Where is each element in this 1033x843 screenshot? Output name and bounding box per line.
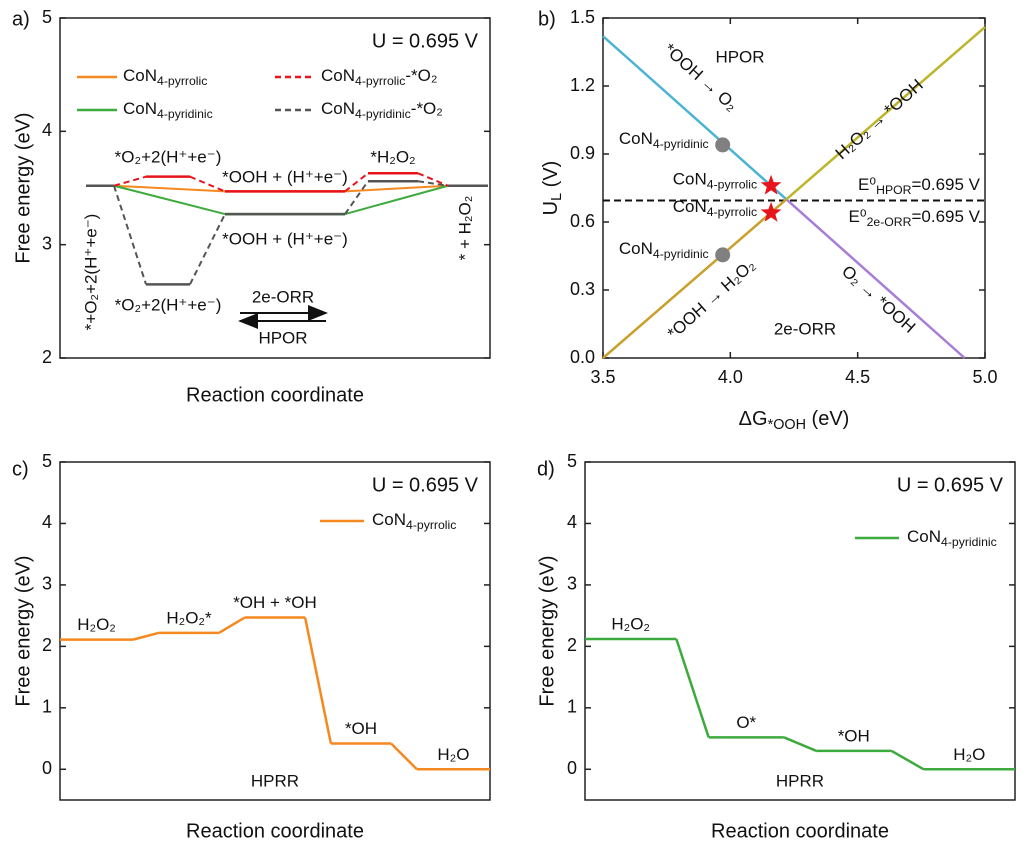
state-label: * + H₂O₂ xyxy=(455,196,474,261)
x-axis-label: Reaction coordinate xyxy=(711,820,889,842)
y-tick-label: 5 xyxy=(42,7,52,27)
y-tick-label: 3 xyxy=(42,574,52,594)
annotation: HPOR xyxy=(715,47,764,66)
y-tick-label: 4 xyxy=(42,512,52,532)
figure: a) Reaction coordinate Free energy (eV) 2 3 4… xyxy=(0,0,1033,843)
line-label: *OOH → H₂O₂ xyxy=(664,255,759,343)
connector xyxy=(891,751,923,769)
level-label: H₂O₂ xyxy=(77,615,116,634)
connector xyxy=(676,639,708,737)
connector xyxy=(114,186,146,285)
annotation: 2e-ORR xyxy=(774,319,836,338)
connector xyxy=(784,737,816,751)
connector xyxy=(219,617,245,632)
level-label: H₂O₂* xyxy=(166,608,212,627)
y-axis-label: Free energy (eV) xyxy=(12,555,34,706)
y-tick-label: 3 xyxy=(567,574,577,594)
y-axis-label: Free energy (eV) xyxy=(536,555,558,706)
level-label: *OH + *OH xyxy=(233,593,317,612)
level-label: H₂O xyxy=(437,745,469,764)
y-tick-label: 0.0 xyxy=(570,347,595,367)
legend-label: CoN4-pyrrolic xyxy=(372,510,456,532)
state-label: *O₂+2(H⁺+e⁻) xyxy=(115,147,222,166)
connector xyxy=(391,743,417,769)
potential-label: U = 0.695 V xyxy=(372,30,479,52)
connector xyxy=(345,173,368,191)
y-tick-label: 2 xyxy=(42,347,52,367)
y-axis-label: UL (V) xyxy=(540,161,565,216)
level-label: *OH xyxy=(345,719,377,738)
y-tick-label: 0 xyxy=(42,758,52,778)
reaction-note: HPRR xyxy=(251,771,299,790)
y-tick-label: 5 xyxy=(42,451,52,471)
y-tick-label: 1 xyxy=(42,697,52,717)
x-tick-label: 4.5 xyxy=(845,367,870,387)
connector xyxy=(133,633,159,640)
y-tick-label: 0.3 xyxy=(570,279,595,299)
y-tick-label: 0.9 xyxy=(570,143,595,163)
y-tick-label: 5 xyxy=(567,451,577,471)
x-tick-label: 3.5 xyxy=(590,367,615,387)
point xyxy=(715,137,730,152)
state-label: *H₂O₂ xyxy=(370,147,415,166)
panel-label: a) xyxy=(12,8,30,30)
page: {"chart_data": [ {"type": "energy-steps"… xyxy=(0,0,1033,843)
legend-label: CoN4-pyridinic-*O₂ xyxy=(321,99,443,121)
legend-label: CoN4-pyrrolic-*O₂ xyxy=(321,66,437,88)
line-series xyxy=(603,199,786,358)
legend-label: CoN4-pyridinic xyxy=(123,99,213,121)
y-tick-label: 1 xyxy=(567,697,577,717)
connector xyxy=(418,181,448,186)
y-tick-label: 0 xyxy=(567,758,577,778)
y-axis-label: Free energy (eV) xyxy=(12,112,34,263)
x-axis-label: ΔG*OOH (eV) xyxy=(739,408,850,433)
x-tick-label: 5.0 xyxy=(972,367,997,387)
potential-label: U = 0.695 V xyxy=(897,474,1004,496)
y-tick-label: 2 xyxy=(567,635,577,655)
legend-label: CoN4-pyridinic xyxy=(907,527,997,549)
panel-label: d) xyxy=(537,458,555,480)
y-tick-label: 0.6 xyxy=(570,211,595,231)
annotation: E⁰HPOR=0.695 V xyxy=(858,175,981,197)
level-label: O* xyxy=(736,713,756,732)
connector xyxy=(114,177,146,186)
point-label: CoN4-pyridinic xyxy=(619,129,709,151)
level-label: H₂O₂ xyxy=(611,614,650,633)
annotation: E⁰2e-ORR=0.695 V xyxy=(848,207,980,229)
point-label: CoN4-pyridinic xyxy=(619,239,709,261)
x-tick-label: 4.0 xyxy=(718,367,743,387)
state-label: *OOH + (H⁺+e⁻) xyxy=(222,167,348,186)
potential-label: U = 0.695 V xyxy=(372,474,479,496)
x-axis-label: Reaction coordinate xyxy=(186,820,364,842)
panel-label: c) xyxy=(12,458,29,480)
point xyxy=(715,247,730,262)
panel-label: b) xyxy=(538,8,556,30)
state-label: *OOH + (H⁺+e⁻) xyxy=(222,229,348,248)
state-label: *+O₂+2(H⁺+e⁻) xyxy=(81,214,100,331)
legend-label: CoN4-pyrrolic xyxy=(123,66,207,88)
state-label: *O₂+2(H⁺+e⁻) xyxy=(115,295,222,314)
level-label: *OH xyxy=(838,726,870,745)
level-label: H₂O xyxy=(953,745,985,764)
y-tick-label: 2 xyxy=(42,635,52,655)
y-tick-label: 3 xyxy=(42,233,52,253)
y-tick-label: 4 xyxy=(42,120,52,140)
point-label: CoN4-pyrrolic xyxy=(673,170,757,192)
y-tick-label: 1.2 xyxy=(570,75,595,95)
plot-frame xyxy=(60,462,490,800)
connector xyxy=(190,214,225,284)
connector xyxy=(305,617,331,743)
reaction-note: HPRR xyxy=(776,771,824,790)
y-tick-label: 1.5 xyxy=(570,7,595,27)
line-label: H₂O₂ → *OOH xyxy=(832,75,927,163)
y-tick-label: 4 xyxy=(567,512,577,532)
arrow-label: HPOR xyxy=(258,328,307,347)
line-label: O₂ → *OOH xyxy=(838,262,919,337)
x-axis-label: Reaction coordinate xyxy=(186,384,364,406)
arrow-label: 2e-ORR xyxy=(252,287,314,306)
